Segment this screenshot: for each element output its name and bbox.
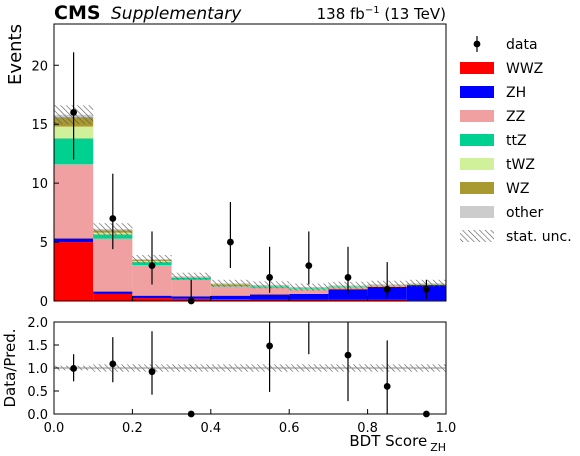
legend-swatch-twz [460,158,494,170]
data-point-9 [423,285,430,293]
legend-swatch-zh [460,86,494,98]
bar-wwz-bin-0 [54,242,94,301]
data-point-6 [305,262,313,270]
data-point-1 [109,215,117,222]
legend-label-wwz: WWZ [506,61,543,77]
bar-zh-bin-6 [289,293,329,300]
bar-zh-bin-0 [54,238,94,243]
bar-wwz-bin-5 [250,299,290,301]
legend-swatch-stat-unc [460,230,494,242]
y-tick-label-bottom-4: 2.0 [27,316,48,331]
legend-label-stat-unc: stat. unc. [506,229,572,245]
bar-wwz-bin-1 [93,293,133,301]
y-tick-label-top-4: 20 [31,59,48,74]
x-axis-label-sub: ZH [430,441,446,454]
legend-label-wz: WZ [506,181,529,197]
ratio-point-8 [383,383,391,390]
ratio-point-7 [344,351,352,359]
main-panel: 0 5 10 15 20 [31,52,447,310]
lumi-label: 138 fb−1 (13 TeV) [317,5,446,23]
stat-unc-band-bin-3 [171,272,211,280]
legend-label-twz: tWZ [506,157,535,173]
y-tick-label-bottom-3: 1.5 [27,339,48,354]
bar-zh-bin-5 [250,294,290,300]
legend-label-ttz: ttZ [506,133,527,149]
x-axis-label-main: BDT Score [349,432,427,450]
legend-label-other: other [506,205,544,221]
data-point-8 [383,285,391,293]
ratio-panel-frame [53,321,447,415]
bar-zz-bin-4 [210,286,250,296]
legend-swatch-wwz [460,62,494,74]
y-tick-label-top-3: 15 [31,118,48,133]
bar-zz-bin-6 [289,289,329,294]
y-axis-label-top: Events [5,24,26,85]
x-tick-label-1: 0.2 [122,421,143,436]
data-point-0 [70,109,77,116]
y-tick-label-top-1: 5 [40,236,48,251]
energy-value: (13 TeV) [380,5,446,23]
lumi-exponent: −1 [365,5,380,16]
ratio-point-0 [70,365,77,372]
bar-wwz-bin-2 [132,298,172,301]
legend-swatch-zz [460,110,494,122]
legend-marker-data [473,40,481,48]
x-axis-label: BDT Score ZH [349,432,446,454]
supplementary-label: Supplementary [111,4,242,24]
x-tick-label-5: 1.0 [436,421,457,436]
data-point-7 [344,274,352,281]
data-point-4 [227,238,234,246]
main-panel-frame [53,23,447,302]
bar-zh-bin-4 [210,295,250,300]
y-tick-label-bottom-0: 0.0 [27,408,48,423]
x-tick-label-2: 0.4 [200,421,221,436]
data-point-5 [266,274,273,281]
data-point-2 [148,262,156,270]
ratio-panel: 0.0 0.5 1.0 1.5 2.0 0.0 0.2 0.4 0.6 0.8 1.0 [27,316,456,436]
ratio-point-2 [148,368,156,376]
legend-label-zh: ZH [506,85,526,101]
y-tick-label-top-0: 0 [40,295,48,310]
bar-wwz-bin-7 [328,299,368,301]
bar-zh-bin-7 [328,289,368,300]
bar-wwz-bin-4 [210,299,250,301]
y-axis-label-bottom: Data/Pred. [1,328,19,407]
stat-unc-band-bin-4 [210,279,250,287]
legend-label-zz: ZZ [506,109,525,125]
ratio-point-5 [266,342,273,350]
x-tick-label-4: 0.8 [357,421,378,436]
legend-swatch-wz [460,182,494,194]
x-tick-label-3: 0.6 [279,421,300,436]
bar-zh-bin-1 [93,291,133,294]
legend-swatch-ttz [460,134,494,146]
y-tick-label-bottom-1: 0.5 [27,385,48,400]
x-tick-label-0: 0.0 [44,421,65,436]
bar-wwz-bin-8 [367,299,407,301]
ratio-point-1 [109,360,117,368]
stat-unc-band-bin-6 [289,283,329,291]
legend-swatch-other [460,206,494,218]
legend-label-data: data [506,37,538,53]
legend: data WWZ ZH ZZ ttZ tWZ WZ other stat. unc. [460,36,572,245]
bar-wwz-bin-6 [289,299,329,301]
y-tick-label-top-2: 10 [31,177,48,192]
cms-label: CMS [54,2,101,24]
lumi-value: 138 fb [317,5,365,23]
bar-zz-bin-0 [54,164,94,239]
y-tick-label-bottom-2: 1.0 [27,362,48,377]
bar-zh-bin-2 [132,295,172,299]
